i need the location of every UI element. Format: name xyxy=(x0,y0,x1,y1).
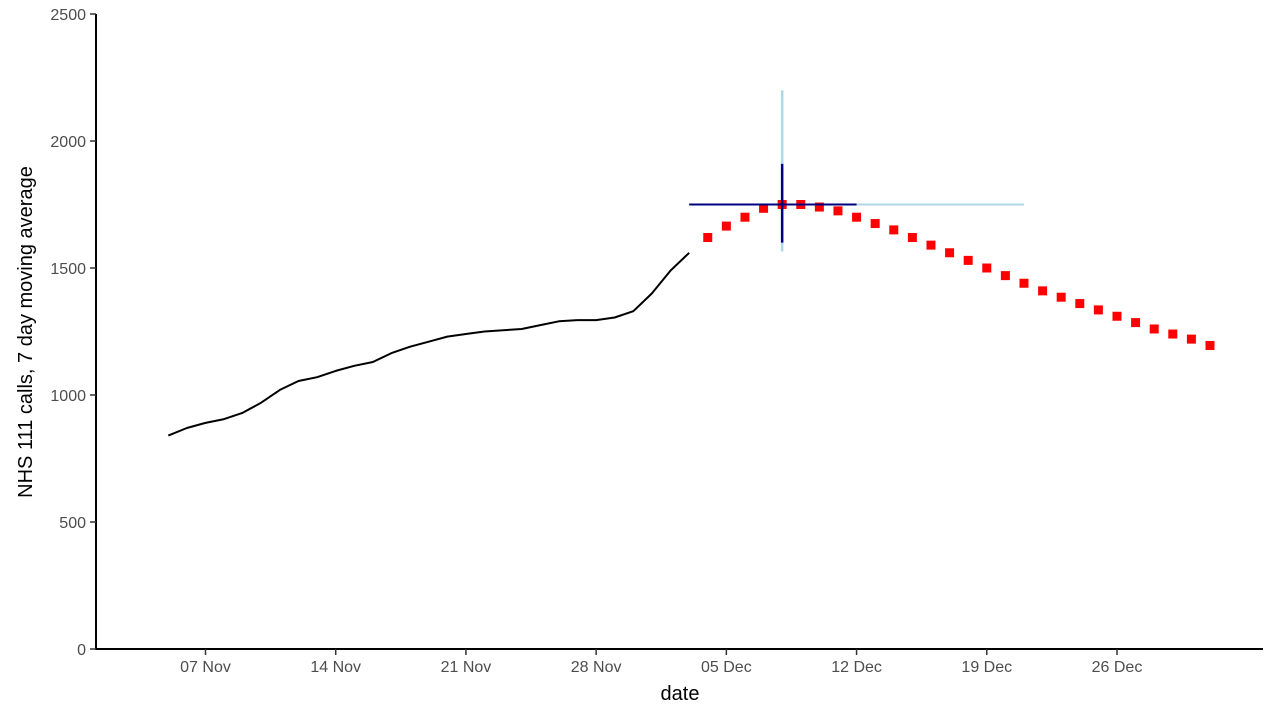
y-tick-label: 2500 xyxy=(50,7,86,24)
y-tick-label: 2000 xyxy=(50,134,86,151)
projected-point xyxy=(964,256,973,265)
axes xyxy=(95,14,1263,650)
projected-point xyxy=(1150,324,1159,333)
observed-series xyxy=(168,253,689,436)
x-axis-title: date xyxy=(661,683,700,705)
projected-point xyxy=(908,233,917,242)
projected-point xyxy=(1112,312,1121,321)
projected-point xyxy=(1168,330,1177,339)
projected-point xyxy=(1075,299,1084,308)
observed-line xyxy=(168,253,689,436)
projected-point xyxy=(833,206,842,215)
projected-point xyxy=(703,233,712,242)
projected-point xyxy=(982,264,991,273)
projected-point xyxy=(1019,279,1028,288)
x-ticks: 07 Nov 14 Nov 21 Nov 28 Nov 05 Dec 12 Dec 19 D… xyxy=(180,649,1142,676)
x-tick-label: 21 Nov xyxy=(441,659,492,676)
inner-interval xyxy=(689,164,856,243)
y-tick-label: 1000 xyxy=(50,388,86,405)
projected-point xyxy=(1206,341,1215,350)
x-tick-label: 19 Dec xyxy=(961,659,1012,676)
projected-point xyxy=(1187,335,1196,344)
projected-point xyxy=(852,213,861,222)
y-tick-label: 0 xyxy=(77,642,86,659)
projected-point xyxy=(945,248,954,257)
projected-point xyxy=(1038,286,1047,295)
y-tick-label: 1500 xyxy=(50,261,86,278)
x-tick-label: 14 Nov xyxy=(310,659,361,676)
projected-point xyxy=(740,213,749,222)
projected-point xyxy=(871,219,880,228)
x-tick-label: 05 Dec xyxy=(701,659,752,676)
projected-point xyxy=(926,241,935,250)
projected-point xyxy=(1131,318,1140,327)
projected-point xyxy=(1094,305,1103,314)
projected-point xyxy=(1057,293,1066,302)
x-tick-label: 12 Dec xyxy=(831,659,882,676)
outer-interval xyxy=(782,90,1024,251)
projected-point xyxy=(1001,271,1010,280)
projected-series xyxy=(703,200,1214,350)
x-tick-label: 07 Nov xyxy=(180,659,231,676)
y-ticks: 0 500 1000 1500 2000 2500 xyxy=(50,7,96,659)
y-axis-title: NHS 111 calls, 7 day moving average xyxy=(15,166,37,498)
x-tick-label: 28 Nov xyxy=(571,659,622,676)
y-tick-label: 500 xyxy=(59,515,86,532)
projected-point xyxy=(722,222,731,231)
x-tick-label: 26 Dec xyxy=(1092,659,1143,676)
projected-point xyxy=(889,225,898,234)
